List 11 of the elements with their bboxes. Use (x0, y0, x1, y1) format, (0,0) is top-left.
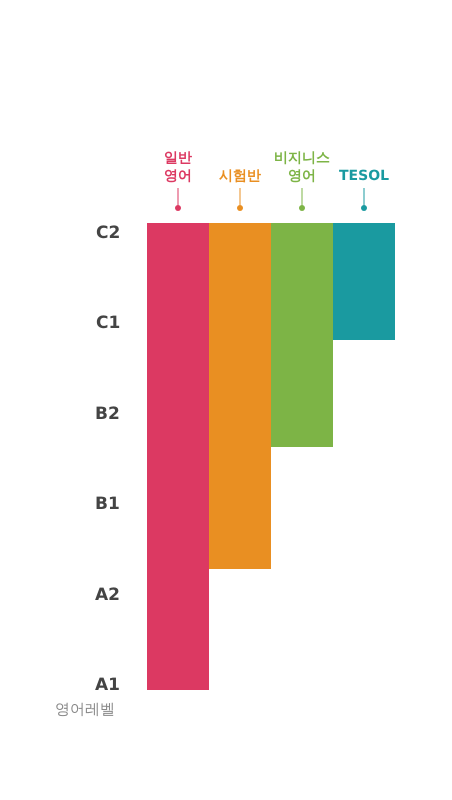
x-tick-label: TESOL (339, 168, 390, 184)
x-tick-label: 시험반 (219, 168, 261, 184)
x-tick-label: 일반 영어 (164, 150, 192, 184)
x-tick-label: 비지니스 영어 (274, 150, 330, 184)
text: C2 (96, 223, 120, 243)
text: C1 (96, 313, 120, 333)
text: B1 (95, 494, 120, 514)
text: A1 (95, 675, 120, 695)
y-axis-title: 영어레벨 (55, 700, 115, 718)
text: A2 (95, 585, 120, 605)
text: B2 (95, 404, 120, 424)
